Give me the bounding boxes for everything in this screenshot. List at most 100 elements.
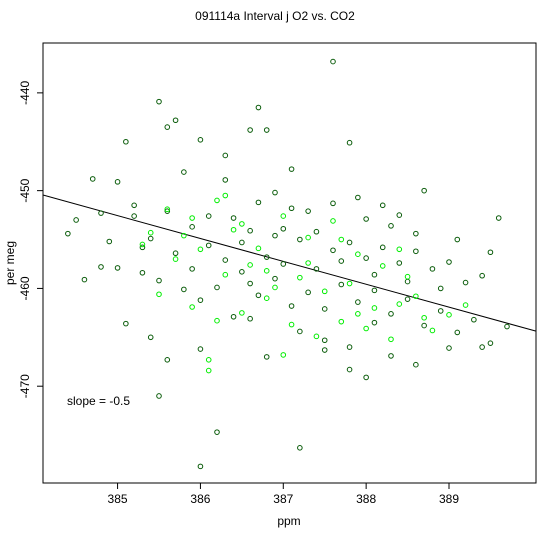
data-point-dark-60 <box>371 287 378 294</box>
y-tick-label--470: -470 <box>18 374 32 398</box>
plot-frame <box>42 42 537 484</box>
data-point-dark-104 <box>388 223 394 229</box>
data-point-bright-21 <box>396 301 403 307</box>
data-point-dark-78 <box>388 353 394 359</box>
data-point-dark-93 <box>371 271 378 278</box>
data-point-dark-83 <box>214 429 220 435</box>
data-point-bright-46 <box>147 229 154 236</box>
data-point-dark-5 <box>222 152 229 159</box>
data-point-bright-48 <box>429 327 436 334</box>
data-point-dark-53 <box>255 292 262 299</box>
data-point-dark-26 <box>164 208 171 214</box>
data-point-dark-102 <box>330 200 336 207</box>
data-point-dark-7 <box>255 104 262 111</box>
data-point-dark-1 <box>156 98 162 105</box>
data-point-bright-44 <box>462 302 469 308</box>
data-point-dark-107 <box>487 249 494 256</box>
data-point-bright-14 <box>222 271 229 278</box>
data-point-dark-20 <box>81 276 88 283</box>
data-point-dark-68 <box>504 323 510 330</box>
data-point-bright-12 <box>172 256 179 262</box>
y-tick-label--440: -440 <box>18 81 32 105</box>
data-point-dark-35 <box>330 247 336 254</box>
data-point-bright-2 <box>214 197 220 204</box>
data-point-dark-63 <box>421 322 427 329</box>
data-point-bright-10 <box>404 273 411 280</box>
data-point-dark-29 <box>230 215 237 221</box>
data-point-dark-12 <box>181 169 187 175</box>
data-point-bright-5 <box>280 213 287 219</box>
data-point-dark-79 <box>413 361 419 368</box>
data-point-dark-6 <box>247 127 253 133</box>
data-point-bright-13 <box>197 246 204 253</box>
x-axis: 385 386 387 388 389 <box>108 483 459 506</box>
data-point-dark-59 <box>355 299 361 305</box>
data-point-bright-9 <box>379 263 386 269</box>
data-point-dark-114 <box>321 337 328 344</box>
data-point-dark-40 <box>413 248 419 255</box>
data-point-dark-116 <box>247 315 253 322</box>
data-point-bright-27 <box>239 310 245 316</box>
data-point-bright-3 <box>239 221 245 227</box>
data-point-bright-7 <box>330 218 336 224</box>
data-point-dark-0 <box>123 138 129 145</box>
data-point-dark-23 <box>106 238 113 245</box>
data-point-dark-80 <box>446 345 452 351</box>
data-point-dark-97 <box>172 250 179 257</box>
x-tick-label-387: 387 <box>273 492 293 506</box>
data-point-dark-74 <box>297 328 303 335</box>
data-point-dark-58 <box>338 281 345 288</box>
data-point-dark-99 <box>239 239 245 246</box>
data-point-dark-16 <box>421 187 427 194</box>
data-point-dark-112 <box>379 202 386 209</box>
data-point-dark-11 <box>355 194 361 201</box>
data-point-dark-106 <box>454 236 461 243</box>
data-point-dark-66 <box>471 316 477 323</box>
data-point-dark-94 <box>404 278 411 285</box>
data-point-dark-98 <box>205 213 212 219</box>
y-tick-label--460: -460 <box>18 276 32 300</box>
data-point-dark-101 <box>305 208 311 214</box>
data-point-dark-47 <box>139 269 146 276</box>
data-point-bright-38 <box>338 236 345 243</box>
data-point-dark-73 <box>263 354 270 360</box>
data-point-dark-31 <box>263 254 270 260</box>
y-axis: -440 -450 -460 -470 <box>18 81 43 398</box>
data-point-dark-111 <box>288 205 295 212</box>
data-point-dark-110 <box>255 199 262 206</box>
data-point-dark-75 <box>321 347 328 353</box>
data-point-dark-91 <box>313 266 320 272</box>
data-point-dark-9 <box>330 58 336 65</box>
data-point-dark-51 <box>214 284 220 291</box>
data-point-dark-3 <box>172 117 179 124</box>
data-point-dark-92 <box>338 258 345 264</box>
data-point-bright-45 <box>222 192 229 199</box>
data-point-dark-49 <box>181 286 187 293</box>
data-point-dark-108 <box>98 210 104 216</box>
data-point-dark-24 <box>131 213 137 219</box>
data-point-dark-95 <box>437 285 444 292</box>
data-point-bright-1 <box>189 215 195 221</box>
data-point-dark-81 <box>479 344 485 350</box>
data-point-bright-25 <box>189 304 195 310</box>
data-point-dark-69 <box>123 320 129 327</box>
data-point-bright-6 <box>305 234 311 241</box>
data-point-dark-109 <box>131 202 137 209</box>
y-tick-label--450: -450 <box>18 178 32 202</box>
data-point-bright-32 <box>363 325 369 332</box>
data-point-bright-0 <box>164 206 171 213</box>
data-point-bright-11 <box>139 241 146 248</box>
chart-title: 091114a Interval j O2 vs. CO2 <box>195 9 355 23</box>
y-axis-label: per meg <box>3 241 17 285</box>
data-point-dark-71 <box>197 346 204 352</box>
x-axis-label: ppm <box>277 514 300 528</box>
data-point-bright-43 <box>413 293 419 300</box>
data-point-dark-27 <box>189 224 195 230</box>
data-point-bright-20 <box>371 305 378 311</box>
data-point-dark-41 <box>429 266 436 272</box>
data-point-bright-15 <box>247 262 253 268</box>
data-point-dark-32 <box>280 225 287 232</box>
data-point-dark-52 <box>239 269 245 275</box>
data-point-bright-16 <box>272 284 278 291</box>
